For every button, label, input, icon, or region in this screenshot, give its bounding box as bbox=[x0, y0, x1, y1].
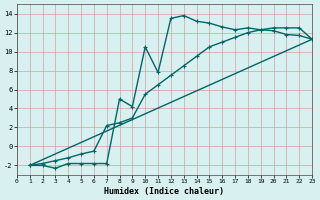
X-axis label: Humidex (Indice chaleur): Humidex (Indice chaleur) bbox=[104, 187, 224, 196]
